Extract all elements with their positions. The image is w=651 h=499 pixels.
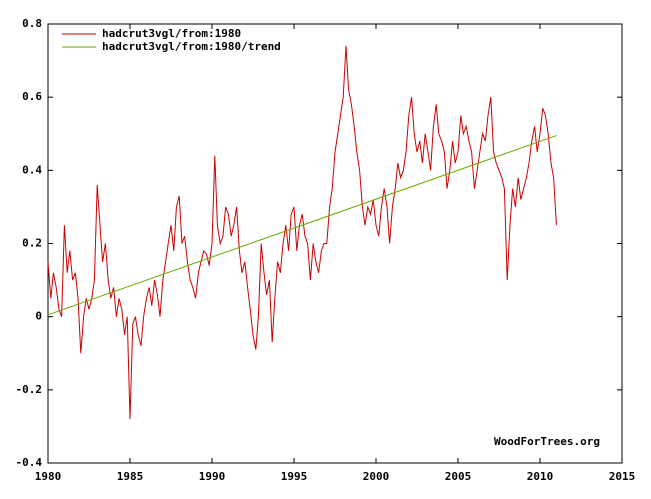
y-tick-label: 0 xyxy=(35,310,42,323)
y-tick-label: 0.8 xyxy=(22,17,42,30)
annotation: WoodForTrees.org xyxy=(494,435,600,448)
x-tick-label: 2005 xyxy=(445,470,472,483)
y-tick-label: 0.2 xyxy=(22,237,42,250)
x-tick-label: 2000 xyxy=(363,470,390,483)
x-tick-label: 2015 xyxy=(609,470,636,483)
x-tick-label: 1985 xyxy=(117,470,144,483)
x-tick-label: 1995 xyxy=(281,470,308,483)
y-tick-label: -0.2 xyxy=(16,383,43,396)
legend-label: hadcrut3vgl/from:1980/trend xyxy=(102,40,281,53)
x-tick-label: 2010 xyxy=(527,470,554,483)
x-tick-label: 1990 xyxy=(199,470,226,483)
data-line xyxy=(47,135,557,316)
y-tick-label: 0.4 xyxy=(22,163,42,176)
x-tick-label: 1980 xyxy=(35,470,62,483)
legend-label: hadcrut3vgl/from:1980 xyxy=(102,27,241,40)
data-line xyxy=(47,45,557,420)
y-tick-label: 0.6 xyxy=(22,90,42,103)
plot-frame xyxy=(47,23,623,464)
y-tick-label: -0.4 xyxy=(16,456,43,469)
